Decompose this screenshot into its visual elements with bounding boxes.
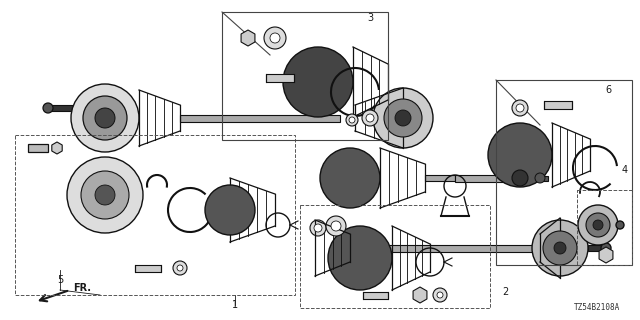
Circle shape xyxy=(543,231,577,265)
Polygon shape xyxy=(28,144,48,152)
Polygon shape xyxy=(241,30,255,46)
Circle shape xyxy=(554,242,566,254)
Bar xyxy=(577,190,632,265)
Circle shape xyxy=(516,104,524,112)
Circle shape xyxy=(67,157,143,233)
Circle shape xyxy=(173,261,187,275)
Text: 2: 2 xyxy=(502,287,508,297)
Circle shape xyxy=(177,265,183,271)
Polygon shape xyxy=(618,222,620,228)
Text: 6: 6 xyxy=(605,85,611,95)
Circle shape xyxy=(384,99,422,137)
Polygon shape xyxy=(588,245,606,251)
Circle shape xyxy=(512,100,528,116)
Circle shape xyxy=(616,221,624,229)
Polygon shape xyxy=(425,175,455,181)
Text: 5: 5 xyxy=(57,275,63,285)
Text: 4: 4 xyxy=(622,165,628,175)
Text: 3: 3 xyxy=(367,13,373,23)
Text: 1: 1 xyxy=(232,300,238,310)
Circle shape xyxy=(488,123,552,187)
Circle shape xyxy=(532,220,588,276)
Circle shape xyxy=(349,117,355,123)
Circle shape xyxy=(83,96,127,140)
Circle shape xyxy=(512,170,528,186)
Circle shape xyxy=(366,114,374,122)
Circle shape xyxy=(71,84,139,152)
Circle shape xyxy=(264,27,286,49)
Circle shape xyxy=(310,220,326,236)
Circle shape xyxy=(578,205,618,245)
Circle shape xyxy=(95,185,115,205)
Circle shape xyxy=(433,288,447,302)
Polygon shape xyxy=(362,292,387,299)
Polygon shape xyxy=(266,74,294,82)
Polygon shape xyxy=(52,142,62,154)
Circle shape xyxy=(43,103,53,113)
Polygon shape xyxy=(135,265,161,271)
Circle shape xyxy=(601,243,611,253)
Circle shape xyxy=(346,114,358,126)
Polygon shape xyxy=(48,105,73,111)
Circle shape xyxy=(331,221,341,231)
Polygon shape xyxy=(413,287,427,303)
Circle shape xyxy=(373,88,433,148)
Circle shape xyxy=(395,110,411,126)
Circle shape xyxy=(270,33,280,43)
Circle shape xyxy=(593,220,603,230)
Text: FR.: FR. xyxy=(73,283,91,293)
Polygon shape xyxy=(599,247,613,263)
Polygon shape xyxy=(180,115,340,122)
Polygon shape xyxy=(350,244,540,252)
Circle shape xyxy=(535,173,545,183)
Circle shape xyxy=(205,185,255,235)
Circle shape xyxy=(314,224,322,232)
Circle shape xyxy=(362,110,378,126)
Circle shape xyxy=(326,216,346,236)
Polygon shape xyxy=(528,175,548,180)
Circle shape xyxy=(283,47,353,117)
Circle shape xyxy=(95,108,115,128)
Circle shape xyxy=(586,213,610,237)
Polygon shape xyxy=(455,174,520,181)
Text: TZ54B2108A: TZ54B2108A xyxy=(573,303,620,312)
Polygon shape xyxy=(544,101,572,109)
Bar xyxy=(15,135,295,295)
Circle shape xyxy=(320,148,380,208)
Bar xyxy=(300,205,490,308)
Circle shape xyxy=(328,226,392,290)
Circle shape xyxy=(81,171,129,219)
Circle shape xyxy=(437,292,443,298)
